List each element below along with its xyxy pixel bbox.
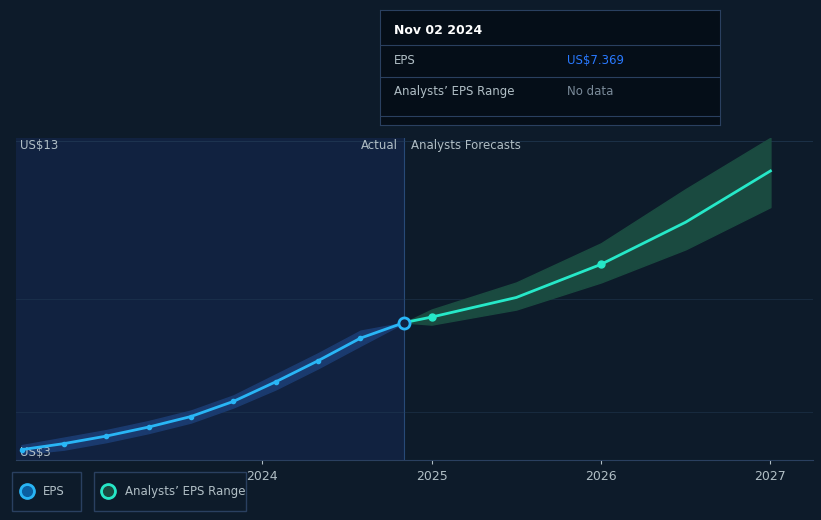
- Text: EPS: EPS: [43, 485, 64, 498]
- FancyBboxPatch shape: [11, 472, 80, 511]
- Text: US$3: US$3: [20, 446, 51, 459]
- Bar: [16, 138, 405, 460]
- Text: Analysts’ EPS Range: Analysts’ EPS Range: [393, 85, 514, 98]
- Text: Analysts’ EPS Range: Analysts’ EPS Range: [126, 485, 246, 498]
- Text: US$7.369: US$7.369: [567, 54, 624, 67]
- Text: Nov 02 2024: Nov 02 2024: [393, 24, 482, 37]
- Text: No data: No data: [567, 85, 613, 98]
- Text: Analysts Forecasts: Analysts Forecasts: [411, 139, 521, 152]
- FancyBboxPatch shape: [94, 472, 246, 511]
- Text: Actual: Actual: [360, 139, 397, 152]
- Text: EPS: EPS: [393, 54, 415, 67]
- Text: US$13: US$13: [20, 139, 58, 152]
